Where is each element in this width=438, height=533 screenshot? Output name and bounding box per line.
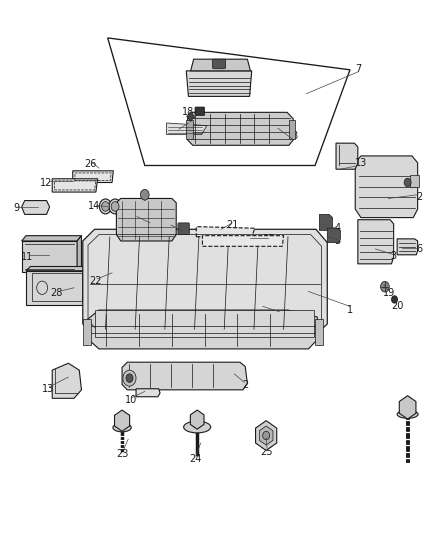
Text: 28: 28 <box>50 288 63 298</box>
Polygon shape <box>21 200 49 214</box>
Ellipse shape <box>113 423 131 432</box>
Polygon shape <box>191 59 251 71</box>
Polygon shape <box>196 227 255 237</box>
Ellipse shape <box>99 199 112 214</box>
Text: 13: 13 <box>42 384 54 394</box>
Ellipse shape <box>184 421 211 433</box>
Text: 8: 8 <box>291 131 297 141</box>
Polygon shape <box>88 266 93 305</box>
Polygon shape <box>83 229 327 337</box>
Circle shape <box>141 189 149 200</box>
Polygon shape <box>21 236 81 241</box>
Polygon shape <box>186 71 252 96</box>
Text: 19: 19 <box>383 288 396 298</box>
Text: 3: 3 <box>391 251 397 261</box>
Circle shape <box>126 374 133 382</box>
Text: 5: 5 <box>335 236 341 246</box>
Bar <box>83 319 91 345</box>
Polygon shape <box>358 220 394 264</box>
Text: 15: 15 <box>263 234 276 244</box>
Ellipse shape <box>102 201 110 211</box>
Polygon shape <box>77 236 81 272</box>
Polygon shape <box>355 156 418 217</box>
Text: 10: 10 <box>125 395 137 406</box>
Text: 27: 27 <box>129 214 141 224</box>
Polygon shape <box>52 179 98 192</box>
Text: 12: 12 <box>40 177 53 188</box>
Ellipse shape <box>111 201 119 211</box>
Polygon shape <box>117 198 176 241</box>
Text: 16: 16 <box>274 310 286 320</box>
Polygon shape <box>397 239 418 255</box>
Text: 18: 18 <box>182 107 194 117</box>
Text: 24: 24 <box>189 454 201 464</box>
Text: 14: 14 <box>88 201 101 212</box>
Bar <box>186 120 193 139</box>
Polygon shape <box>87 310 318 349</box>
Circle shape <box>392 296 398 303</box>
Text: 22: 22 <box>90 277 102 286</box>
FancyBboxPatch shape <box>178 223 189 235</box>
Ellipse shape <box>397 410 418 418</box>
Polygon shape <box>187 112 293 146</box>
Text: 26: 26 <box>84 159 96 169</box>
Text: 1: 1 <box>347 305 353 315</box>
Polygon shape <box>136 389 160 397</box>
Polygon shape <box>92 262 131 287</box>
Polygon shape <box>21 241 77 272</box>
Polygon shape <box>336 143 358 169</box>
Circle shape <box>381 281 389 292</box>
Text: 11: 11 <box>21 252 33 262</box>
Bar <box>289 120 295 139</box>
Bar <box>315 319 323 345</box>
Text: 21: 21 <box>226 220 238 230</box>
Polygon shape <box>26 266 93 271</box>
Polygon shape <box>202 236 284 246</box>
Circle shape <box>263 431 270 440</box>
Bar <box>410 175 419 187</box>
Polygon shape <box>95 310 314 337</box>
FancyBboxPatch shape <box>212 59 226 69</box>
Ellipse shape <box>109 199 121 214</box>
Polygon shape <box>319 214 332 230</box>
Polygon shape <box>26 271 88 305</box>
Polygon shape <box>122 362 247 390</box>
Text: 2: 2 <box>417 192 423 203</box>
Circle shape <box>404 178 411 187</box>
Text: 7: 7 <box>356 64 362 74</box>
Polygon shape <box>52 364 81 398</box>
Text: 18: 18 <box>163 222 176 232</box>
Text: 2: 2 <box>242 379 248 390</box>
Text: 9: 9 <box>13 203 19 213</box>
Circle shape <box>123 370 136 386</box>
Text: 23: 23 <box>116 449 128 458</box>
Text: 20: 20 <box>391 301 403 311</box>
FancyBboxPatch shape <box>195 107 205 116</box>
Text: 13: 13 <box>355 158 367 168</box>
Polygon shape <box>166 123 207 135</box>
Text: 25: 25 <box>260 447 272 456</box>
Polygon shape <box>327 228 340 243</box>
Text: 6: 6 <box>416 245 422 254</box>
Text: 4: 4 <box>335 223 341 233</box>
Text: 17: 17 <box>171 124 184 134</box>
Polygon shape <box>73 171 113 182</box>
